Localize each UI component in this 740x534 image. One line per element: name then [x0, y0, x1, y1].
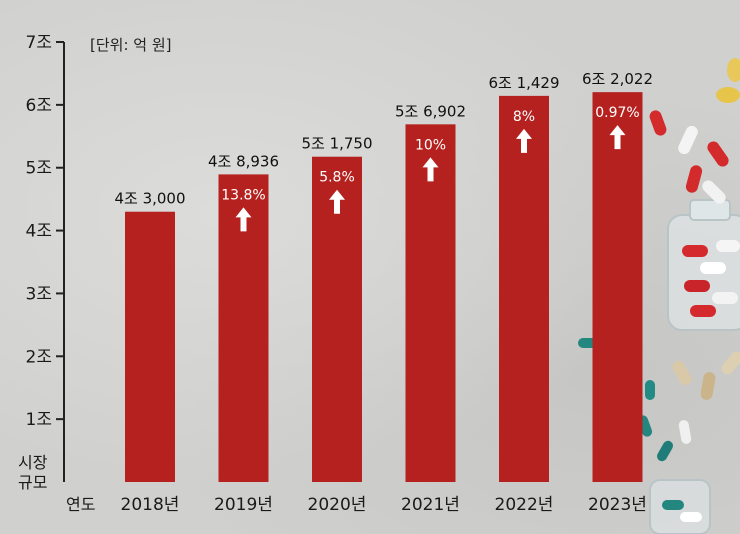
x-tick-label: 2018년 — [121, 495, 180, 515]
y-tick-label: 6조 — [26, 96, 52, 116]
y-tick-label: 7조 — [26, 33, 52, 53]
x-tick-label: 2022년 — [495, 495, 554, 515]
pill-capsules-decoration — [578, 58, 740, 534]
growth-rate-label: 10% — [415, 137, 446, 153]
bar — [125, 211, 175, 482]
y-tick-label: 1조 — [26, 410, 52, 430]
up-arrow-icon — [235, 207, 252, 232]
growth-rate-label: 13.8% — [221, 187, 265, 203]
up-arrow-icon — [516, 128, 532, 153]
y-tick-label: 2조 — [26, 347, 52, 367]
bar-value-label: 6조 1,429 — [488, 74, 559, 92]
bar-value-label: 4조 8,936 — [208, 152, 279, 170]
unit-note: [단위: 억 원] — [90, 36, 172, 54]
y-axis-title-line-1: 시장 — [18, 453, 48, 472]
up-arrow-icon — [422, 157, 439, 182]
growth-rate-label: 0.97% — [595, 105, 639, 121]
bar-value-label: 5조 6,902 — [395, 102, 466, 120]
up-arrow-icon — [609, 125, 626, 150]
y-axis-title-line-2: 규모 — [18, 473, 47, 492]
x-tick-label: 2019년 — [214, 495, 273, 515]
x-axis-title: 연도 — [66, 495, 95, 514]
x-tick-label: 2020년 — [308, 495, 367, 515]
growth-rate-label: 8% — [513, 109, 535, 125]
bar-value-label: 6조 2,022 — [582, 70, 653, 88]
bar-value-label: 4조 3,000 — [114, 190, 185, 208]
y-tick-label: 3조 — [26, 284, 52, 304]
y-tick-label: 5조 — [26, 159, 52, 179]
bar — [499, 95, 549, 483]
x-tick-label: 2021년 — [401, 495, 460, 515]
glass-jar-icon — [667, 199, 740, 331]
up-arrow-icon — [329, 189, 345, 214]
y-axis-ticks: 1조 2조 3조 4조 5조 6조 7조 — [26, 33, 64, 430]
growth-rate-label: 5.8% — [319, 170, 355, 186]
bar — [592, 92, 643, 482]
bar — [405, 124, 456, 482]
bars-group: 4조 3,000 4조 8,936 13.8% 5조 1,750 5.8% 5조 6,90… — [114, 70, 653, 483]
x-axis-ticks: 2018년 2019년 2020년 2021년 2022년 2023년 — [121, 495, 647, 515]
y-tick-label: 4조 — [26, 222, 52, 242]
bar-value-label: 5조 1,750 — [301, 135, 372, 153]
x-tick-label: 2023년 — [588, 495, 647, 515]
